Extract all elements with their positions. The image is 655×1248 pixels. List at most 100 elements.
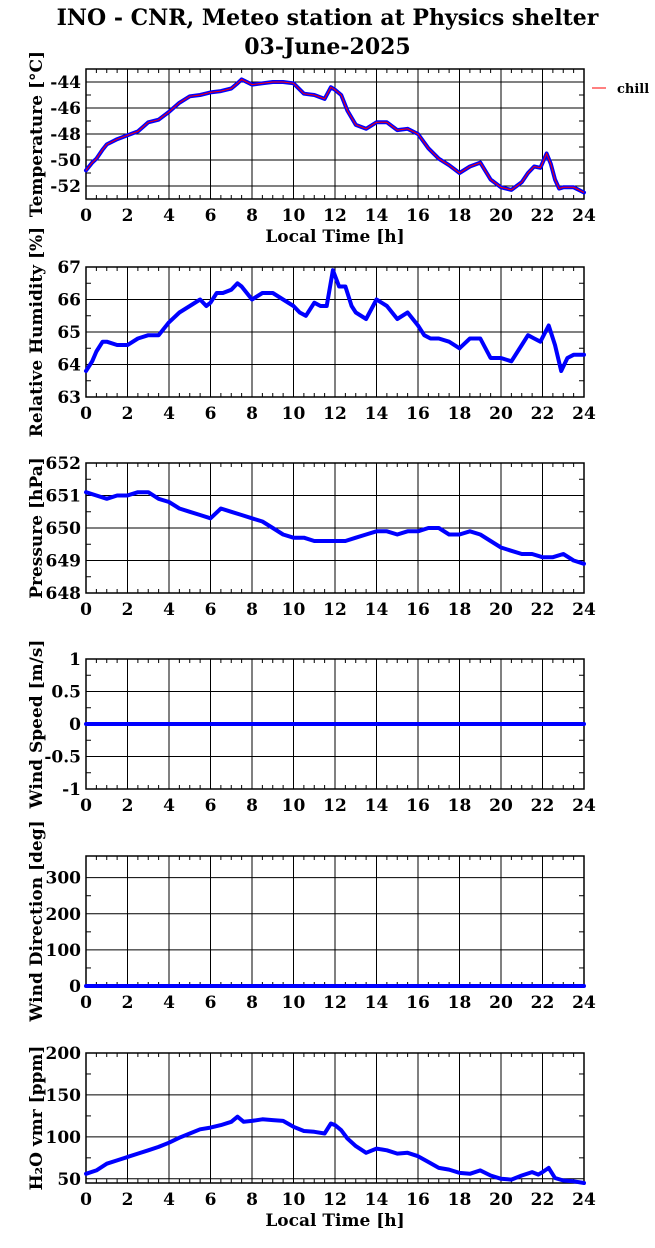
x-tick-label: 24: [572, 206, 596, 226]
x-tick-label: 24: [572, 404, 596, 424]
x-tick-label: 10: [282, 796, 306, 816]
y-tick-label: 1: [69, 650, 81, 670]
x-tick-label: 2: [122, 1190, 134, 1210]
x-tick-label: 6: [205, 796, 217, 816]
x-tick-label: 2: [122, 404, 134, 424]
y-tick-label: 648: [46, 584, 82, 604]
x-tick-label: 4: [163, 1190, 175, 1210]
legend-label: chill: [617, 82, 649, 97]
x-tick-label: 12: [323, 1190, 347, 1210]
x-tick-label: 18: [448, 796, 472, 816]
x-axis-label: Local Time [h]: [265, 1211, 404, 1231]
x-tick-label: 22: [531, 796, 555, 816]
x-tick-label: 10: [282, 1190, 306, 1210]
x-tick-label: 8: [246, 1190, 258, 1210]
x-tick-label: 16: [406, 600, 430, 620]
y-tick-label: 651: [46, 487, 82, 507]
y-tick-label: 66: [57, 291, 81, 311]
x-tick-label: 4: [163, 206, 175, 226]
plot-frame: [85, 1052, 585, 1184]
y-tick-label: 65: [57, 323, 81, 343]
plot-frame: [85, 68, 585, 200]
y-axis-label: Wind Speed [m/s]: [27, 640, 47, 810]
y-tick-label: -50: [50, 151, 81, 171]
humidity-series-line: [84, 268, 586, 373]
figure-title: INO - CNR, Meteo station at Physics shel…: [56, 5, 599, 31]
x-tick-label: 10: [282, 404, 306, 424]
x-tick-label: 8: [246, 796, 258, 816]
y-tick-label: 100: [46, 1128, 82, 1148]
x-tick-label: 4: [163, 404, 175, 424]
x-tick-label: 6: [205, 993, 217, 1013]
y-tick-label: 150: [46, 1086, 82, 1106]
x-tick-label: 18: [448, 993, 472, 1013]
y-tick-label: 650: [46, 519, 82, 539]
x-tick-label: 0: [80, 1190, 92, 1210]
y-tick-label: -44: [50, 73, 81, 93]
y-tick-label: -48: [50, 125, 81, 145]
y-tick-label: -46: [50, 99, 81, 119]
x-tick-label: 2: [122, 600, 134, 620]
x-tick-label: 10: [282, 206, 306, 226]
x-tick-label: 0: [80, 796, 92, 816]
x-tick-label: 12: [323, 993, 347, 1013]
y-tick-label: 200: [46, 1044, 82, 1064]
pressure-series-line: [84, 490, 586, 566]
x-tick-label: 14: [365, 796, 389, 816]
x-tick-label: 14: [365, 206, 389, 226]
x-tick-label: 10: [282, 600, 306, 620]
y-tick-label: 649: [46, 552, 82, 572]
x-tick-label: 18: [448, 404, 472, 424]
y-tick-label: -52: [50, 177, 81, 197]
y-tick-label: 200: [46, 905, 82, 925]
x-tick-label: 22: [531, 1190, 555, 1210]
figure-date: 03-June-2025: [244, 34, 411, 60]
x-tick-label: 24: [572, 993, 596, 1013]
x-tick-label: 20: [489, 796, 513, 816]
x-tick-label: 18: [448, 600, 472, 620]
y-tick-label: 0.5: [51, 683, 81, 703]
x-tick-label: 0: [80, 404, 92, 424]
x-tick-label: 0: [80, 206, 92, 226]
y-tick-label: 64: [57, 356, 81, 376]
x-tick-label: 2: [122, 206, 134, 226]
x-tick-label: 0: [80, 600, 92, 620]
x-tick-label: 4: [163, 796, 175, 816]
x-tick-label: 22: [531, 206, 555, 226]
x-axis-label: Local Time [h]: [265, 227, 404, 247]
x-tick-label: 18: [448, 206, 472, 226]
x-tick-label: 18: [448, 1190, 472, 1210]
x-tick-label: 20: [489, 404, 513, 424]
x-tick-label: 24: [572, 1190, 596, 1210]
y-axis-label: Temperature [°C]: [27, 51, 47, 217]
x-tick-label: 8: [246, 404, 258, 424]
x-tick-label: 16: [406, 1190, 430, 1210]
x-tick-label: 20: [489, 1190, 513, 1210]
x-tick-label: 6: [205, 206, 217, 226]
x-tick-label: 14: [365, 600, 389, 620]
x-tick-label: 22: [531, 600, 555, 620]
x-tick-label: 2: [122, 796, 134, 816]
y-axis-label: Relative Humidity [%]: [27, 227, 47, 437]
x-tick-label: 24: [572, 600, 596, 620]
x-tick-label: 14: [365, 404, 389, 424]
x-tick-label: 8: [246, 600, 258, 620]
x-tick-label: 6: [205, 404, 217, 424]
x-tick-label: 16: [406, 796, 430, 816]
x-tick-label: 2: [122, 993, 134, 1013]
x-tick-label: 8: [246, 993, 258, 1013]
x-tick-label: 8: [246, 206, 258, 226]
y-tick-label: 67: [57, 258, 81, 278]
x-tick-label: 12: [323, 404, 347, 424]
x-tick-label: 20: [489, 206, 513, 226]
x-tick-label: 4: [163, 993, 175, 1013]
temperature-panel: -52-50-48-46-440 2 4 6 8 10 12 14 16 18 20 22 24Temp…: [27, 51, 649, 247]
y-tick-label: -1: [62, 780, 81, 800]
